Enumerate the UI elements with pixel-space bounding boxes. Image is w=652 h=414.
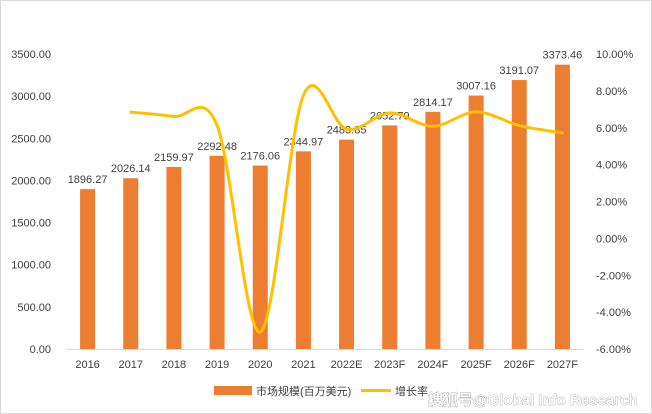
bar-data-label: 3191.07 [499,65,539,77]
x-axis-tick-label: 2020 [248,359,272,371]
x-axis-tick-label: 2024F [417,359,448,371]
bar-data-label: 3373.46 [543,50,583,62]
bar-data-label: 2026.14 [111,163,151,175]
bar-data-label: 2344.97 [284,136,324,148]
bar-data-label: 2814.17 [413,97,453,109]
x-axis-tick-label: 2027F [547,359,578,371]
x-axis-tick-label: 2017 [119,359,143,371]
watermark-text: 搜狐号@Global Info Research [428,391,638,409]
right-axis-tick-label: -4.00% [596,307,631,319]
right-axis-tick-label: 4.00% [596,160,627,172]
bar [339,139,355,349]
right-axis-tick-label: 2.00% [596,197,627,209]
bar [425,111,441,350]
left-axis-tick-label: 1000.00 [11,260,51,272]
bar [80,189,96,349]
left-axis-tick-label: 3500.00 [11,49,51,61]
bar [468,95,484,349]
left-axis-tick-label: 1500.00 [11,218,51,230]
bar [123,178,139,349]
left-axis-tick-label: 3000.00 [11,91,51,103]
bar-data-label: 1896.27 [68,174,108,186]
bar [166,166,182,349]
x-axis-tick-label: 2026F [504,359,535,371]
x-axis-tick-label: 2021 [291,359,315,371]
x-axis-tick-label: 2016 [75,359,99,371]
x-axis-tick-label: 2019 [205,359,229,371]
growth-line-series [129,84,564,334]
right-axis-tick-label: 10.00% [596,49,634,61]
x-axis: 2016 2017 2018 2019 2020 2021 2022E 2023F 2024F 2… [66,349,584,371]
bar-series [80,64,570,350]
right-axis-tick-label: -2.00% [596,270,631,282]
bar-data-label: 2292.48 [197,141,237,153]
left-axis-tick-label: 2000.00 [11,175,51,187]
growth-rate-line [129,84,564,334]
bar [554,64,570,349]
left-axis: 0.00 500.00 1000.00 1500.00 2000.00 2500.00 30… [11,49,51,356]
right-axis: -6.00% -4.00% -2.00% 0.00% 2.00% 4.00% 6.00% 8.… [596,49,634,356]
bar [511,80,527,349]
x-axis-tick-label: 2025F [460,359,491,371]
bar [382,125,398,349]
x-axis-tick-label: 2023F [374,359,405,371]
right-axis-tick-label: 6.00% [596,123,627,135]
legend: 市场规模(百万美元) 增长率 [214,384,428,398]
bar [252,165,268,349]
bar [295,151,311,349]
legend-swatch-market-size [214,386,252,395]
left-axis-tick-label: 2500.00 [11,133,51,145]
left-axis-tick-label: 500.00 [17,302,51,314]
bar-data-label: 2159.97 [154,152,194,164]
legend-label-growth-rate: 增长率 [395,384,428,398]
left-axis-tick-label: 0.00 [30,344,51,356]
bar-data-label: 2176.06 [240,151,280,163]
right-axis-tick-label: -6.00% [596,344,631,356]
right-axis-tick-label: 8.00% [596,86,627,98]
x-axis-tick-label: 2022E [331,359,363,371]
right-axis-tick-label: 0.00% [596,233,627,245]
x-axis-tick-label: 2018 [162,359,186,371]
bar-data-label: 3007.16 [456,81,496,93]
bar [209,155,225,349]
legend-label-market-size: 市场规模(百万美元) [256,384,351,398]
